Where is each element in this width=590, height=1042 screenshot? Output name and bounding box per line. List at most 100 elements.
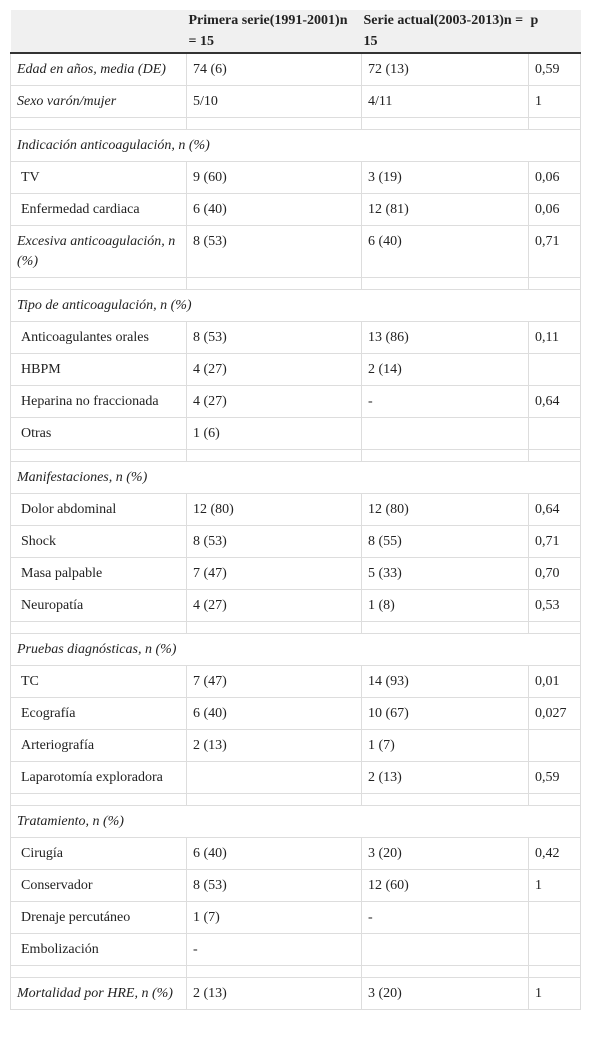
cell: 8 (55)	[361, 525, 529, 558]
table-row: Embolización -	[10, 933, 581, 966]
row-label: Heparina no fraccionada	[10, 385, 187, 418]
row-label: Excesiva anticoagulación, n (%)	[10, 225, 187, 278]
spacer-cell	[10, 621, 187, 634]
cell: 12 (80)	[361, 493, 529, 526]
header-cell: p	[528, 10, 581, 54]
row-label: Otras	[10, 417, 187, 450]
cell: -	[361, 901, 529, 934]
cell: 2 (13)	[186, 729, 362, 762]
cell: 4 (27)	[186, 353, 362, 386]
table-row: Edad en años, media (DE) 74 (6) 72 (13) 0,5…	[10, 52, 581, 86]
cell	[528, 729, 581, 762]
cell: 8 (53)	[186, 225, 362, 278]
cell: 3 (20)	[361, 977, 529, 1010]
cell: 13 (86)	[361, 321, 529, 354]
row-label: Ecografía	[10, 697, 187, 730]
table-body: Edad en años, media (DE) 74 (6) 72 (13) 0,5…	[10, 52, 581, 1010]
spacer-row	[10, 117, 581, 130]
cell: -	[361, 385, 529, 418]
spacer-cell	[186, 621, 362, 634]
data-table: Primera serie(1991-2001)n = 15 Serie actu…	[10, 10, 581, 1010]
cell: 0,59	[528, 761, 581, 794]
cell: 6 (40)	[361, 225, 529, 278]
cell: 1	[528, 977, 581, 1010]
table-row: Neuropatía 4 (27) 1 (8) 0,53	[10, 589, 581, 622]
cell	[361, 417, 529, 450]
spacer-row	[10, 277, 581, 290]
table-row: Drenaje percutáneo 1 (7) -	[10, 901, 581, 934]
cell: 8 (53)	[186, 525, 362, 558]
cell: 8 (53)	[186, 869, 362, 902]
row-label: TV	[10, 161, 187, 194]
cell: 14 (93)	[361, 665, 529, 698]
cell: 2 (13)	[186, 977, 362, 1010]
cell: 0,64	[528, 493, 581, 526]
table-row: Ecografía 6 (40) 10 (67) 0,027	[10, 697, 581, 730]
section-title: Tipo de anticoagulación, n (%)	[10, 289, 581, 322]
row-label: Embolización	[10, 933, 187, 966]
row-label: Shock	[10, 525, 187, 558]
cell: 7 (47)	[186, 557, 362, 590]
cell: 9 (60)	[186, 161, 362, 194]
table-row: Sexo varón/mujer 5/10 4/11 1	[10, 85, 581, 118]
cell: 12 (80)	[186, 493, 362, 526]
row-label: Enfermedad cardiaca	[10, 193, 187, 226]
cell: 10 (67)	[361, 697, 529, 730]
cell: -	[186, 933, 362, 966]
spacer-cell	[361, 965, 529, 978]
cell: 0,59	[528, 52, 581, 86]
spacer-cell	[186, 277, 362, 290]
cell: 8 (53)	[186, 321, 362, 354]
spacer-cell	[10, 793, 187, 806]
table-row: Mortalidad por HRE, n (%) 2 (13) 3 (20) 1	[10, 977, 581, 1010]
cell: 1 (7)	[186, 901, 362, 934]
row-label: Neuropatía	[10, 589, 187, 622]
row-label: Mortalidad por HRE, n (%)	[10, 977, 187, 1010]
section-row: Indicación anticoagulación, n (%)	[10, 129, 581, 162]
cell: 3 (19)	[361, 161, 529, 194]
cell: 0,027	[528, 697, 581, 730]
table-row: Dolor abdominal 12 (80) 12 (80) 0,64	[10, 493, 581, 526]
cell: 4/11	[361, 85, 529, 118]
cell: 0,01	[528, 665, 581, 698]
section-row: Tipo de anticoagulación, n (%)	[10, 289, 581, 322]
cell: 0,71	[528, 225, 581, 278]
row-label: Laparotomía exploradora	[10, 761, 187, 794]
row-label: Sexo varón/mujer	[10, 85, 187, 118]
spacer-row	[10, 621, 581, 634]
cell: 3 (20)	[361, 837, 529, 870]
table-row: TV 9 (60) 3 (19) 0,06	[10, 161, 581, 194]
header-row: Primera serie(1991-2001)n = 15 Serie actu…	[10, 10, 581, 54]
cell	[528, 353, 581, 386]
table-row: Excesiva anticoagulación, n (%) 8 (53) 6 (…	[10, 225, 581, 278]
table-row: Laparotomía exploradora 2 (13) 0,59	[10, 761, 581, 794]
table-row: HBPM 4 (27) 2 (14)	[10, 353, 581, 386]
cell: 1 (7)	[361, 729, 529, 762]
cell: 0,06	[528, 193, 581, 226]
cell: 1	[528, 85, 581, 118]
spacer-cell	[361, 449, 529, 462]
spacer-cell	[528, 117, 581, 130]
cell: 1 (8)	[361, 589, 529, 622]
spacer-cell	[528, 277, 581, 290]
cell: 0,71	[528, 525, 581, 558]
cell	[528, 901, 581, 934]
cell: 7 (47)	[186, 665, 362, 698]
cell: 0,11	[528, 321, 581, 354]
cell	[186, 761, 362, 794]
spacer-cell	[186, 793, 362, 806]
table-row: Cirugía 6 (40) 3 (20) 0,42	[10, 837, 581, 870]
spacer-row	[10, 449, 581, 462]
cell: 12 (60)	[361, 869, 529, 902]
spacer-cell	[186, 449, 362, 462]
spacer-cell	[361, 277, 529, 290]
table-row: Heparina no fraccionada 4 (27) -0,64	[10, 385, 581, 418]
table-row: Anticoagulantes orales 8 (53) 13 (86) 0,11	[10, 321, 581, 354]
cell: 2 (13)	[361, 761, 529, 794]
section-title: Pruebas diagnósticas, n (%)	[10, 633, 581, 666]
section-row: Pruebas diagnósticas, n (%)	[10, 633, 581, 666]
row-label: Drenaje percutáneo	[10, 901, 187, 934]
cell: 6 (40)	[186, 697, 362, 730]
cell: 4 (27)	[186, 385, 362, 418]
table-row: Shock 8 (53) 8 (55) 0,71	[10, 525, 581, 558]
